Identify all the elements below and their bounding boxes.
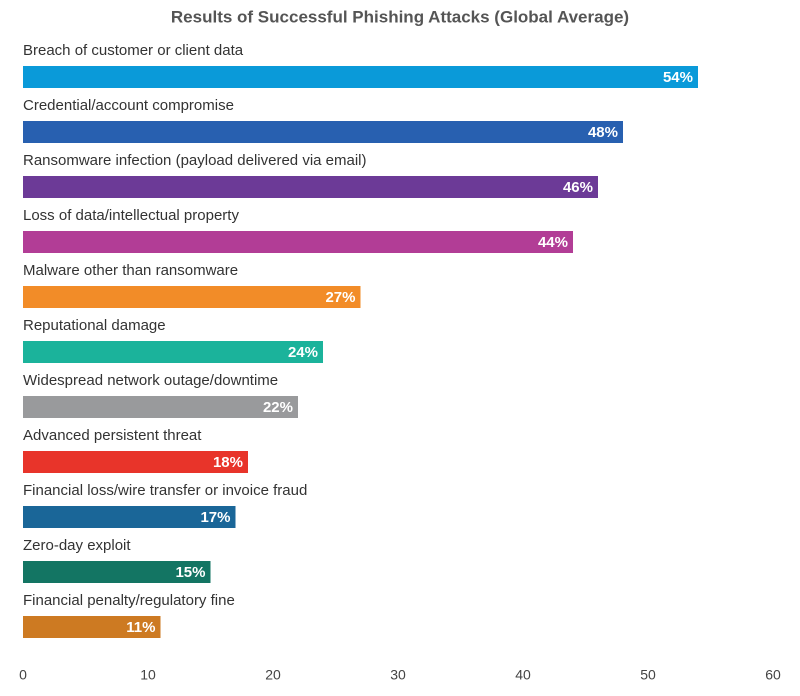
data-label: 46% [563, 179, 593, 196]
bar [23, 231, 573, 253]
bar [23, 561, 211, 583]
x-tick-label: 10 [140, 667, 156, 683]
bar [23, 121, 623, 143]
x-tick-label: 60 [765, 667, 781, 683]
data-label: 27% [325, 289, 355, 306]
chart-title: Results of Successful Phishing Attacks (… [171, 7, 629, 26]
category-label: Ransomware infection (payload delivered … [23, 152, 367, 169]
data-label: 15% [175, 564, 205, 581]
data-label: 11% [126, 619, 155, 636]
data-label: 48% [588, 124, 618, 141]
category-label: Breach of customer or client data [23, 42, 244, 59]
bar [23, 396, 298, 418]
bar [23, 286, 361, 308]
category-label: Loss of data/intellectual property [23, 207, 239, 224]
bar [23, 341, 323, 363]
data-label: 18% [213, 454, 243, 471]
data-label: 24% [288, 344, 318, 361]
bar [23, 506, 236, 528]
category-label: Reputational damage [23, 317, 166, 334]
category-label: Credential/account compromise [23, 97, 234, 114]
bar [23, 176, 598, 198]
bar [23, 451, 248, 473]
bar [23, 66, 698, 88]
x-tick-label: 30 [390, 667, 406, 683]
data-label: 44% [538, 234, 568, 251]
data-label: 17% [200, 509, 230, 526]
x-tick-label: 40 [515, 667, 531, 683]
category-label: Malware other than ransomware [23, 262, 238, 279]
category-label: Zero-day exploit [23, 537, 131, 554]
x-tick-label: 0 [19, 667, 27, 683]
category-label: Advanced persistent threat [23, 427, 202, 444]
bar [23, 616, 161, 638]
data-label: 54% [663, 69, 693, 86]
data-label: 22% [263, 399, 293, 416]
category-label: Widespread network outage/downtime [23, 372, 278, 389]
x-tick-label: 50 [640, 667, 656, 683]
category-label: Financial penalty/regulatory fine [23, 592, 235, 609]
x-tick-label: 20 [265, 667, 281, 683]
category-label: Financial loss/wire transfer or invoice … [23, 482, 307, 499]
